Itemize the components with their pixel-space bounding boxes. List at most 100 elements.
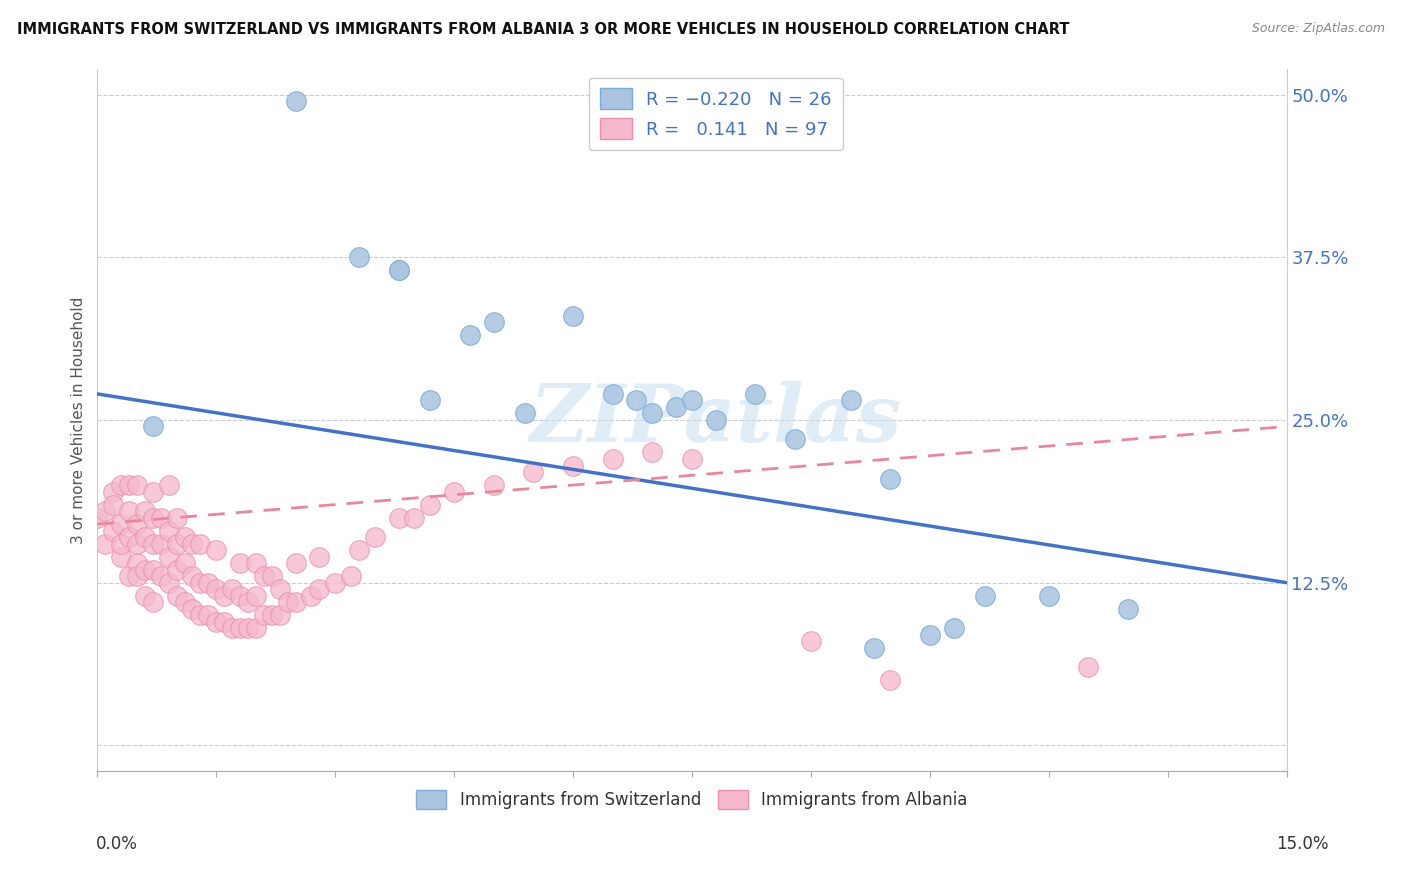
- Point: [118, 569, 141, 583]
- Point: [125, 569, 148, 583]
- Point: [157, 478, 180, 492]
- Point: [269, 582, 291, 596]
- Point: [347, 250, 370, 264]
- Point: [236, 595, 259, 609]
- Point: [562, 458, 585, 473]
- Point: [157, 549, 180, 564]
- Point: [308, 549, 330, 564]
- Point: [221, 621, 243, 635]
- Point: [166, 510, 188, 524]
- Point: [173, 595, 195, 609]
- Point: [879, 471, 901, 485]
- Point: [173, 530, 195, 544]
- Point: [299, 589, 322, 603]
- Point: [404, 510, 426, 524]
- Point: [110, 478, 132, 492]
- Point: [443, 484, 465, 499]
- Point: [110, 536, 132, 550]
- Point: [181, 601, 204, 615]
- Point: [562, 309, 585, 323]
- Point: [205, 615, 228, 629]
- Y-axis label: 3 or more Vehicles in Household: 3 or more Vehicles in Household: [72, 296, 86, 543]
- Point: [347, 543, 370, 558]
- Point: [125, 517, 148, 532]
- Point: [419, 498, 441, 512]
- Point: [308, 582, 330, 596]
- Point: [260, 608, 283, 623]
- Point: [190, 536, 212, 550]
- Point: [134, 589, 156, 603]
- Point: [253, 608, 276, 623]
- Point: [277, 595, 299, 609]
- Point: [482, 478, 505, 492]
- Point: [260, 569, 283, 583]
- Point: [142, 419, 165, 434]
- Point: [1038, 589, 1060, 603]
- Legend: Immigrants from Switzerland, Immigrants from Albania: Immigrants from Switzerland, Immigrants …: [409, 783, 974, 816]
- Point: [641, 407, 664, 421]
- Point: [190, 575, 212, 590]
- Text: 15.0%: 15.0%: [1277, 835, 1329, 853]
- Text: IMMIGRANTS FROM SWITZERLAND VS IMMIGRANTS FROM ALBANIA 3 OR MORE VEHICLES IN HOU: IMMIGRANTS FROM SWITZERLAND VS IMMIGRANT…: [17, 22, 1070, 37]
- Point: [458, 328, 481, 343]
- Point: [245, 621, 267, 635]
- Point: [269, 608, 291, 623]
- Point: [110, 517, 132, 532]
- Point: [157, 575, 180, 590]
- Point: [284, 94, 307, 108]
- Point: [142, 595, 165, 609]
- Point: [1077, 660, 1099, 674]
- Text: Source: ZipAtlas.com: Source: ZipAtlas.com: [1251, 22, 1385, 36]
- Point: [103, 524, 125, 538]
- Point: [205, 582, 228, 596]
- Point: [134, 563, 156, 577]
- Point: [229, 621, 252, 635]
- Point: [149, 510, 172, 524]
- Point: [515, 407, 537, 421]
- Point: [86, 510, 108, 524]
- Point: [142, 484, 165, 499]
- Point: [118, 530, 141, 544]
- Point: [800, 634, 823, 648]
- Point: [602, 452, 624, 467]
- Point: [134, 530, 156, 544]
- Point: [134, 504, 156, 518]
- Point: [103, 484, 125, 499]
- Point: [1116, 601, 1139, 615]
- Point: [245, 589, 267, 603]
- Point: [190, 608, 212, 623]
- Point: [388, 263, 411, 277]
- Text: ZIPatlas: ZIPatlas: [530, 381, 901, 458]
- Point: [94, 504, 117, 518]
- Point: [245, 556, 267, 570]
- Point: [125, 536, 148, 550]
- Point: [157, 524, 180, 538]
- Point: [166, 563, 188, 577]
- Point: [681, 452, 703, 467]
- Point: [229, 556, 252, 570]
- Point: [388, 263, 411, 277]
- Point: [253, 569, 276, 583]
- Point: [744, 387, 766, 401]
- Point: [103, 498, 125, 512]
- Point: [863, 640, 886, 655]
- Point: [641, 445, 664, 459]
- Point: [522, 465, 544, 479]
- Point: [125, 556, 148, 570]
- Point: [166, 536, 188, 550]
- Point: [142, 510, 165, 524]
- Point: [284, 595, 307, 609]
- Point: [879, 673, 901, 688]
- Point: [94, 536, 117, 550]
- Point: [602, 387, 624, 401]
- Point: [181, 536, 204, 550]
- Point: [419, 393, 441, 408]
- Point: [205, 543, 228, 558]
- Point: [118, 478, 141, 492]
- Point: [665, 400, 688, 414]
- Point: [149, 569, 172, 583]
- Point: [142, 536, 165, 550]
- Point: [236, 621, 259, 635]
- Point: [118, 504, 141, 518]
- Point: [918, 628, 941, 642]
